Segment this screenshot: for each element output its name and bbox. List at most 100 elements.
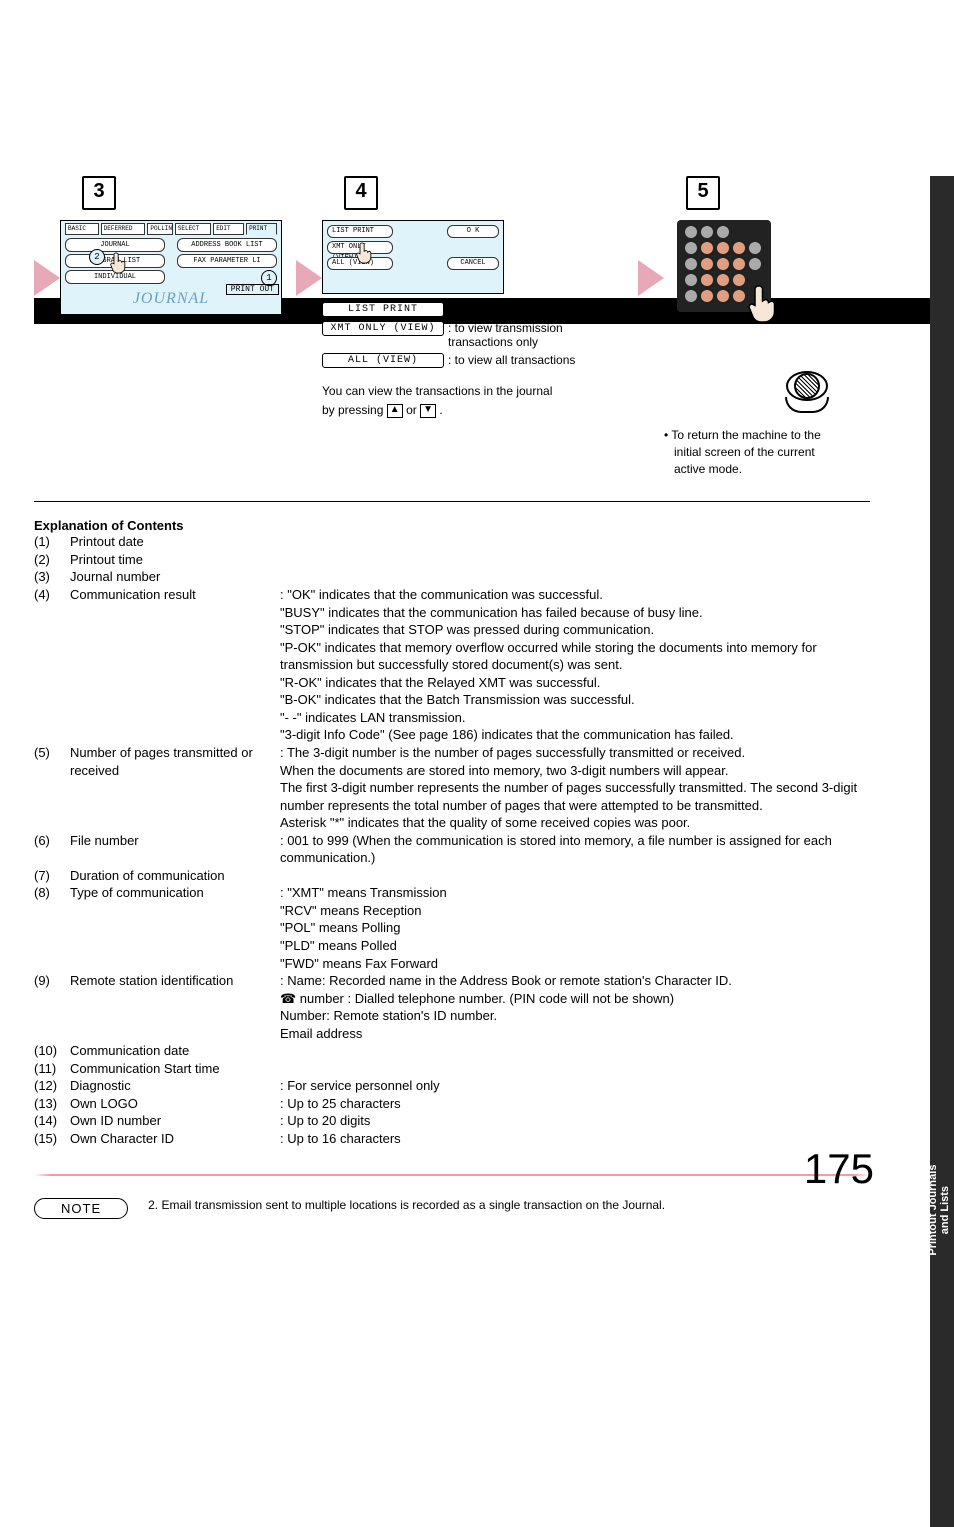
explanation-label: Printout date [70,533,280,551]
step-number: 3 [82,176,116,210]
list-item: LIST PRINT : to print a Journal [322,302,626,317]
step-number: 4 [344,176,378,210]
circled-number-icon: 2 [89,249,105,265]
list-item: ALL (VIEW) : to view all transactions [322,353,626,368]
explanation-label: Communication result [70,586,280,744]
lcd-button: ALL (VIEW) [327,257,393,270]
lcd-tab: BASIC MENU [65,223,99,235]
explanation-row: (13)Own LOGO: Up to 25 characters [34,1095,870,1113]
explanation-body: : "OK" indicates that the communication … [280,586,870,744]
explanation-label: Communication Start time [70,1060,280,1078]
explanation-label: Number of pages transmitted or received [70,744,280,832]
lcd-button: PROGRAM LIST [65,254,165,268]
step4-options-list: LIST PRINT : to print a Journal XMT ONLY… [322,302,626,368]
note-text: . [439,403,442,417]
explanation-body: : Up to 20 digits [280,1112,870,1130]
explanation-index: (3) [34,568,70,586]
explanation-row: (5)Number of pages transmitted or receiv… [34,744,870,832]
list-item: XMT ONLY (VIEW) : to view transmission t… [322,321,626,349]
arrow-right-icon [34,260,60,296]
note-row: NOTE 2. Email transmission sent to multi… [34,1198,870,1219]
explanation-label: File number [70,832,280,867]
option-button-label: ALL (VIEW) [322,353,444,368]
explanation-body: : The 3-digit number is the number of pa… [280,744,870,832]
explanation-index: (7) [34,867,70,885]
side-tab-label: Printout Journalsand Lists [927,1145,951,1275]
explanation-index: (13) [34,1095,70,1113]
lcd-tab: PRINT OUT [246,223,277,235]
lcd-button: CANCEL [447,257,499,270]
lcd-button: JOURNAL [65,238,165,252]
hand-pointer-icon [746,282,782,329]
lcd-tab: SELECT MODE [175,223,211,235]
explanation-index: (5) [34,744,70,832]
explanation-body [280,867,870,885]
explanation-index: (14) [34,1112,70,1130]
lcd-button: LIST PRINT [327,225,393,238]
explanation-index: (2) [34,551,70,569]
explanation-row: (15)Own Character ID: Up to 16 character… [34,1130,870,1148]
lcd-screen-printout: BASIC MENU DEFERRED COMM. POLLING SELECT… [60,220,282,315]
explanation-row: (3)Journal number [34,568,870,586]
explanation-body [280,551,870,569]
step4-note: You can view the transactions in the jou… [322,382,626,420]
option-desc: : to print a Journal [448,302,544,316]
explanation-label: Type of communication [70,884,280,972]
explanation-body: : "XMT" means Transmission"RCV" means Re… [280,884,870,972]
explanation-body: : Name: Recorded name in the Address Boo… [280,972,870,1042]
step-3: 3 BASIC MENU DEFERRED COMM. POLLING SELE… [34,176,284,315]
explanation-body: : For service personnel only [280,1077,870,1095]
note-badge: NOTE [34,1198,128,1219]
explanation-row: (12)Diagnostic: For service personnel on… [34,1077,870,1095]
explanation-body [280,1060,870,1078]
bullet-text: • To return [664,428,719,442]
explanation-index: (6) [34,832,70,867]
note-text: 2. Email transmission sent to multiple l… [148,1198,665,1212]
option-button-label: LIST PRINT [322,302,444,317]
explanation-label: Own LOGO [70,1095,280,1113]
explanation-body [280,568,870,586]
lcd-button: ADDRESS BOOK LIST [177,238,277,252]
explanation-index: (15) [34,1130,70,1148]
explanation-label: Printout time [70,551,280,569]
option-button-label: XMT ONLY (VIEW) [322,321,444,336]
explanation-label: Remote station identification [70,972,280,1042]
right-gutter [930,176,954,1527]
step-number: 5 [686,176,720,210]
explanation-label: Own ID number [70,1112,280,1130]
stop-button-icon [780,371,834,419]
explanation-row: (10)Communication date [34,1042,870,1060]
lcd-screen-listprint: LIST PRINT O K XMT ONLY (VIEW) ALL (VIEW… [322,220,504,294]
arrow-right-icon [638,260,664,296]
explanation-label: Communication date [70,1042,280,1060]
section-divider [34,501,870,502]
explanation-body: : Up to 16 characters [280,1130,870,1148]
lcd-tab: POLLING [147,223,172,235]
step-5: 5 [638,176,858,477]
explanation-label: Own Character ID [70,1130,280,1148]
note-text: or [406,403,417,417]
explanation-label: Duration of communication [70,867,280,885]
explanation-body: : Up to 25 characters [280,1095,870,1113]
explanation-label: Diagnostic [70,1077,280,1095]
explanation-table: (1)Printout date(2)Printout time(3)Journ… [34,533,870,1147]
lcd-button: XMT ONLY (VIEW) [327,241,393,254]
up-arrow-icon: ▲ [387,404,403,418]
lcd-tabs: BASIC MENU DEFERRED COMM. POLLING SELECT… [65,223,277,235]
note-text: You can view the transactions in the jou… [322,384,552,398]
step5-note: • To return the machine to the initial s… [664,427,834,477]
lcd-tab: DEFERRED COMM. [101,223,146,235]
explanation-index: (11) [34,1060,70,1078]
step-4: 4 LIST PRINT O K XMT ONLY (VIEW) [296,176,626,420]
page-number: 175 [804,1145,874,1193]
explanation-index: (1) [34,533,70,551]
explanation-row: (8)Type of communication: "XMT" means Tr… [34,884,870,972]
explanation-body [280,533,870,551]
explanation-heading: Explanation of Contents [34,518,870,533]
lcd-corner-label: PRINT OUT [226,284,279,295]
pink-rule [34,1174,870,1176]
explanation-label: Journal number [70,568,280,586]
lcd-button: INDIVIDUAL [65,270,165,284]
explanation-row: (1)Printout date [34,533,870,551]
explanation-row: (6)File number: 001 to 999 (When the com… [34,832,870,867]
